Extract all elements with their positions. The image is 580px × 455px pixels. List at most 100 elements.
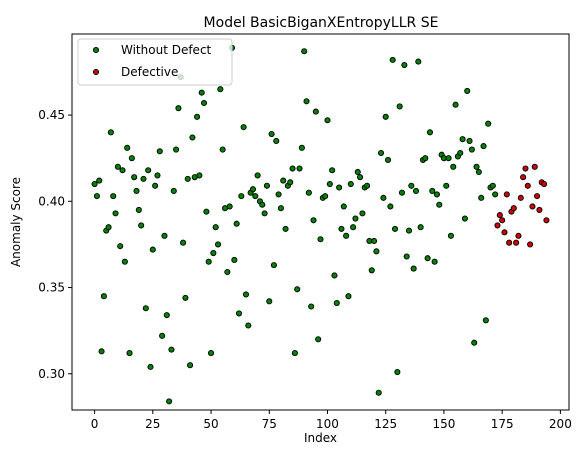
point-without-defect <box>173 146 180 153</box>
point-without-defect <box>214 241 222 248</box>
point-without-defect <box>473 163 480 170</box>
point-without-defect <box>105 224 112 231</box>
point-without-defect <box>373 248 380 255</box>
point-without-defect <box>145 167 152 174</box>
point-without-defect <box>457 149 464 157</box>
point-without-defect <box>207 350 215 357</box>
point-without-defect <box>100 293 107 300</box>
point-without-defect <box>168 346 175 353</box>
point-without-defect <box>289 165 296 172</box>
point-without-defect <box>194 113 201 120</box>
point-without-defect <box>231 256 238 263</box>
point-defective <box>501 229 508 236</box>
point-without-defect <box>391 225 399 232</box>
point-without-defect <box>233 220 240 227</box>
point-defective <box>527 241 534 248</box>
point-without-defect <box>468 146 475 153</box>
point-without-defect <box>329 167 336 174</box>
point-without-defect <box>263 182 270 189</box>
point-without-defect <box>482 317 489 324</box>
point-without-defect <box>189 134 196 141</box>
point-without-defect <box>126 350 133 357</box>
point-without-defect <box>408 182 415 189</box>
x-tick-label: 200 <box>549 417 572 431</box>
point-without-defect <box>128 155 135 162</box>
x-axis-label: Index <box>304 431 337 445</box>
legend-box <box>77 38 233 86</box>
point-without-defect <box>305 189 312 196</box>
point-without-defect <box>147 363 154 370</box>
point-without-defect <box>91 181 98 188</box>
point-without-defect <box>403 253 410 260</box>
y-tick-label: 0.40 <box>38 194 65 208</box>
point-defective <box>534 193 541 200</box>
point-without-defect <box>154 172 161 179</box>
point-without-defect <box>464 87 471 94</box>
point-without-defect <box>114 163 121 170</box>
point-without-defect <box>303 98 310 105</box>
point-without-defect <box>245 322 252 329</box>
point-without-defect <box>471 339 478 346</box>
point-defective <box>513 239 520 246</box>
point-without-defect <box>205 258 212 265</box>
point-without-defect <box>459 136 466 143</box>
point-without-defect <box>273 137 280 144</box>
point-defective <box>515 232 522 239</box>
point-without-defect <box>254 172 261 179</box>
plot-area-frame <box>71 33 570 411</box>
point-without-defect <box>415 58 422 65</box>
point-without-defect <box>359 210 366 217</box>
point-without-defect <box>238 193 245 200</box>
point-without-defect <box>308 303 315 310</box>
point-without-defect <box>159 332 166 339</box>
point-without-defect <box>93 193 100 200</box>
point-without-defect <box>210 249 217 257</box>
point-without-defect <box>259 201 266 208</box>
point-without-defect <box>331 272 338 279</box>
y-axis-label: Anomaly Score <box>9 177 23 267</box>
point-without-defect <box>336 184 343 191</box>
legend: Without Defect Defective <box>77 38 233 86</box>
point-without-defect <box>161 232 168 239</box>
point-without-defect <box>345 293 352 300</box>
point-without-defect <box>156 148 163 155</box>
point-without-defect <box>112 210 119 217</box>
y-tick-label: 0.30 <box>38 367 65 381</box>
point-without-defect <box>182 294 189 301</box>
point-without-defect <box>389 56 396 63</box>
point-without-defect <box>219 146 226 153</box>
point-without-defect <box>252 193 259 200</box>
point-without-defect <box>401 62 408 69</box>
point-without-defect <box>261 210 268 217</box>
point-defective <box>531 163 538 170</box>
point-without-defect <box>371 237 378 245</box>
point-without-defect <box>226 203 233 210</box>
x-tick-label: 75 <box>262 417 277 431</box>
point-without-defect <box>350 224 357 231</box>
point-without-defect <box>170 187 177 194</box>
point-without-defect <box>294 286 301 293</box>
point-without-defect <box>375 389 382 396</box>
point-without-defect <box>270 262 277 269</box>
point-defective <box>510 205 517 212</box>
point-without-defect <box>380 194 387 201</box>
point-without-defect <box>445 155 452 162</box>
point-without-defect <box>466 137 473 144</box>
chart-title: Model BasicBiganXEntropyLLR SE <box>204 15 439 31</box>
y-tick-label: 0.45 <box>38 108 65 122</box>
x-tick-label: 175 <box>491 417 514 431</box>
point-defective <box>503 191 510 198</box>
x-tick-label: 100 <box>316 417 339 431</box>
point-without-defect <box>175 105 182 112</box>
point-without-defect <box>333 300 340 307</box>
point-without-defect <box>282 225 289 232</box>
point-without-defect <box>166 398 173 405</box>
x-tick-label: 50 <box>203 417 218 431</box>
point-without-defect <box>212 224 219 231</box>
point-without-defect <box>410 265 417 272</box>
point-without-defect <box>357 174 364 181</box>
point-without-defect <box>384 156 392 163</box>
point-without-defect <box>317 236 324 243</box>
